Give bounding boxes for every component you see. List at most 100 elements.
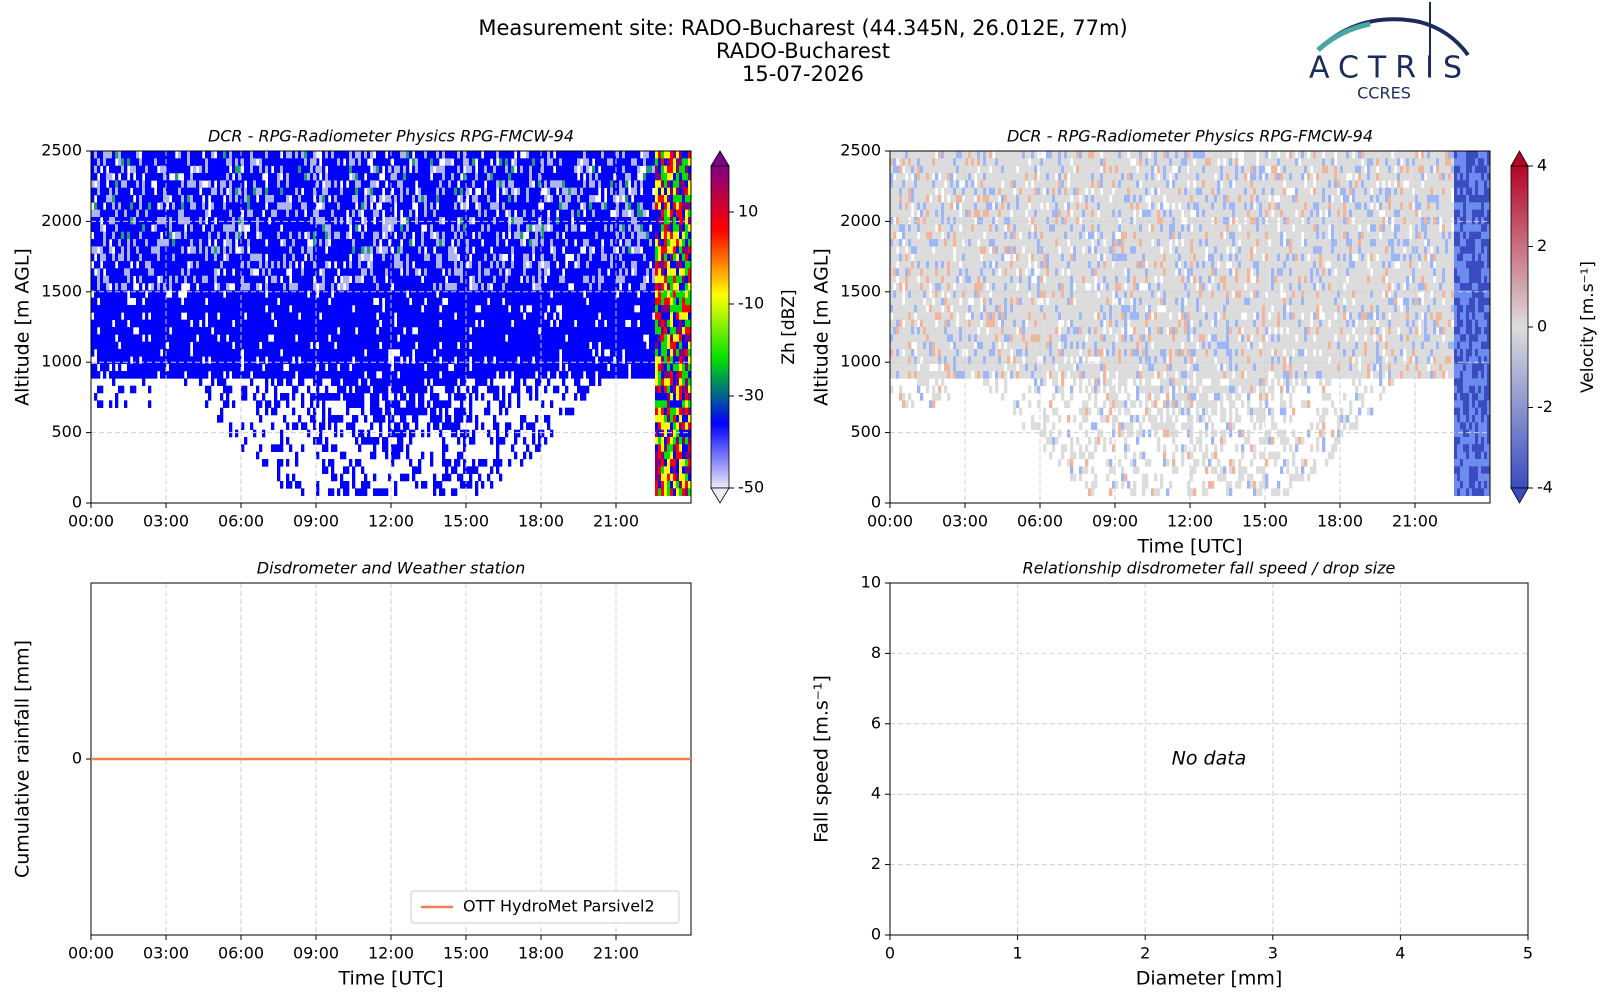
heatmap-cell [190,231,194,240]
heatmap-cell [328,341,332,350]
heatmap-cell [295,224,299,232]
heatmap-cell [358,253,362,262]
heatmap-cell [205,261,209,269]
heatmap-cell [244,261,248,269]
heatmap-cell [532,231,536,240]
heatmap-cell [526,297,530,306]
heatmap-cell [421,253,425,262]
heatmap-cell [322,319,326,328]
heatmap-cell [409,363,413,372]
heatmap-cell [376,363,380,372]
heatmap-cell [472,187,476,196]
heatmap-cell [286,319,290,328]
heatmap-cell [421,268,425,276]
heatmap-cell [103,151,107,159]
heatmap-cell [316,180,320,188]
heatmap-cell [298,173,302,181]
heatmap-cell [379,312,383,320]
heatmap-cell [340,202,344,210]
heatmap-cell [301,422,305,430]
heatmap-cell [385,305,389,313]
heatmap-cell [169,253,173,262]
heatmap-cell [376,393,380,401]
heatmap-cell [130,305,134,313]
heatmap-cell [259,195,263,203]
heatmap-cell [556,327,560,335]
heatmap-cell [484,305,488,313]
heatmap-cell [322,195,326,203]
heatmap-cell [433,275,437,284]
heatmap-cell [127,151,131,159]
heatmap-cell [178,349,182,357]
heatmap-cell [394,451,398,460]
heatmap-cell [133,151,137,159]
heatmap-cell [484,283,488,291]
heatmap-cell [181,195,185,203]
heatmap-cell [559,231,563,240]
heatmap-cell [313,349,317,357]
heatmap-cell [514,327,518,335]
heatmap-cell [154,305,158,313]
heatmap-cell [271,173,275,181]
heatmap-cell [211,305,215,313]
heatmap-cell [310,195,314,203]
heatmap-cell [451,334,455,342]
heatmap-cell [337,180,341,188]
heatmap-cell [217,151,221,159]
heatmap-cell [490,327,494,335]
heatmap-cell [439,415,443,423]
heatmap-cell [316,224,320,232]
heatmap-cell [550,231,554,240]
heatmap-cell [274,151,278,159]
heatmap-cell [400,151,404,159]
heatmap-cell [418,187,422,196]
heatmap-cell [529,187,533,196]
heatmap-cell [346,349,350,357]
heatmap-cell [538,444,542,452]
heatmap-cell [472,158,476,166]
heatmap-cell [433,283,437,291]
heatmap-cell [178,195,182,203]
heatmap-cell [478,209,482,218]
heatmap-cell [325,217,329,225]
heatmap-cell [268,151,272,159]
heatmap-cell [238,180,242,188]
heatmap-cell [286,297,290,306]
heatmap-cell [364,217,368,225]
heatmap-cell [436,481,440,489]
heatmap-cell [532,246,536,254]
heatmap-cell [535,202,539,210]
heatmap-cell [397,341,401,350]
heatmap-cell [421,239,425,247]
heatmap-cell [538,173,542,181]
heatmap-cell [454,202,458,210]
heatmap-cell [121,305,125,313]
heatmap-cell [358,393,362,401]
heatmap-cell [130,173,134,181]
heatmap-cell [112,231,116,240]
heatmap-cell [517,371,521,379]
heatmap-cell [472,239,476,247]
heatmap-cell [274,253,278,262]
heatmap-cell [121,253,125,262]
heatmap-cell [439,312,443,320]
heatmap-cell [289,217,293,225]
heatmap-cell [274,217,278,225]
heatmap-cell [271,239,275,247]
heatmap-cell [457,305,461,313]
heatmap-cell [262,371,266,379]
heatmap-cell [475,297,479,306]
heatmap-cell [235,202,239,210]
heatmap-cell [463,437,467,445]
heatmap-cell [445,202,449,210]
heatmap-cell [277,349,281,357]
heatmap-cell [109,268,113,276]
heatmap-cell [448,378,452,386]
heatmap-cell [343,363,347,372]
heatmap-cell [172,195,176,203]
heatmap-cell [430,261,434,269]
heatmap-cell [499,473,503,482]
heatmap-cell [130,180,134,188]
heatmap-cell [229,290,233,298]
heatmap-cell [145,253,149,262]
